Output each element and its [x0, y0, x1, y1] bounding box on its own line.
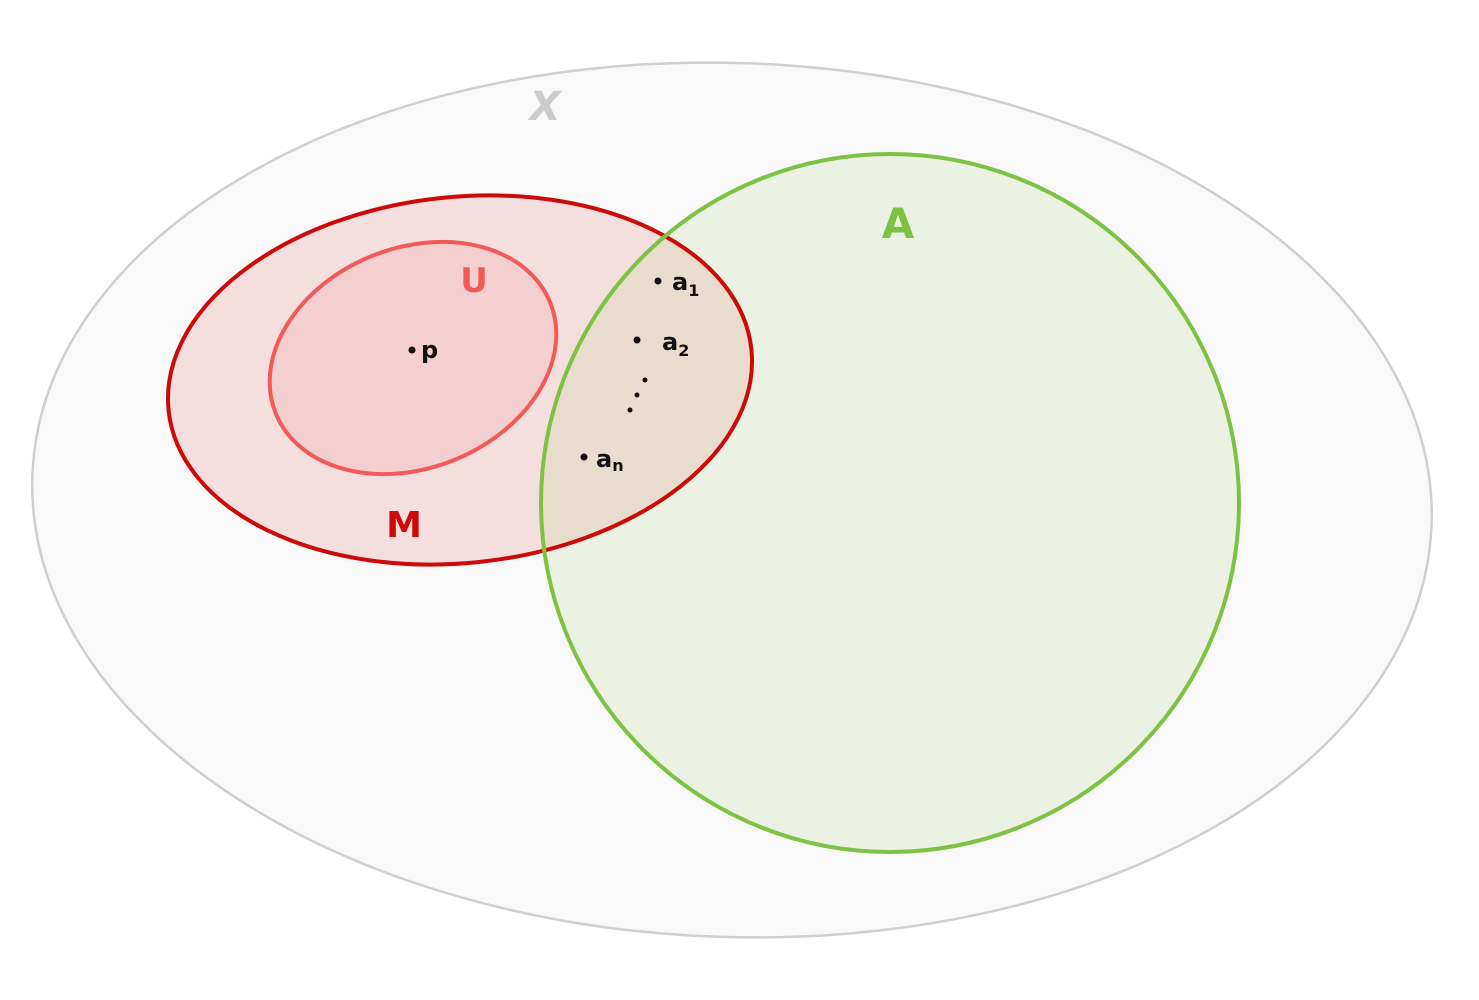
point-an-dot [580, 453, 588, 461]
point-p-label: p [421, 336, 438, 364]
point-a1-letter: a [672, 268, 688, 296]
point-p-dot [408, 346, 416, 354]
point-a1-subscript: 1 [688, 281, 699, 300]
point-an-letter: a [596, 445, 612, 473]
point-a1-dot [654, 277, 662, 285]
set-a-label: A [882, 199, 915, 248]
set-x-label: X [527, 84, 563, 130]
point-an-label: an [596, 445, 624, 475]
set-u-region [267, 239, 559, 477]
set-a-outline [539, 152, 1241, 854]
ellipsis-dot [627, 407, 633, 413]
ellipsis-dot [642, 377, 648, 383]
set-m-label: M [386, 505, 422, 546]
ellipsis-dot [634, 392, 640, 398]
point-a2-subscript: 2 [678, 341, 689, 360]
point-a2-dot [633, 336, 641, 344]
point-an-subscript: n [612, 456, 623, 475]
set-u-label: U [460, 261, 488, 301]
set-m-outline [165, 193, 755, 567]
point-a1-label: a1 [672, 268, 699, 300]
point-a2-letter: a [662, 328, 678, 356]
point-a2-label: a2 [662, 328, 689, 360]
